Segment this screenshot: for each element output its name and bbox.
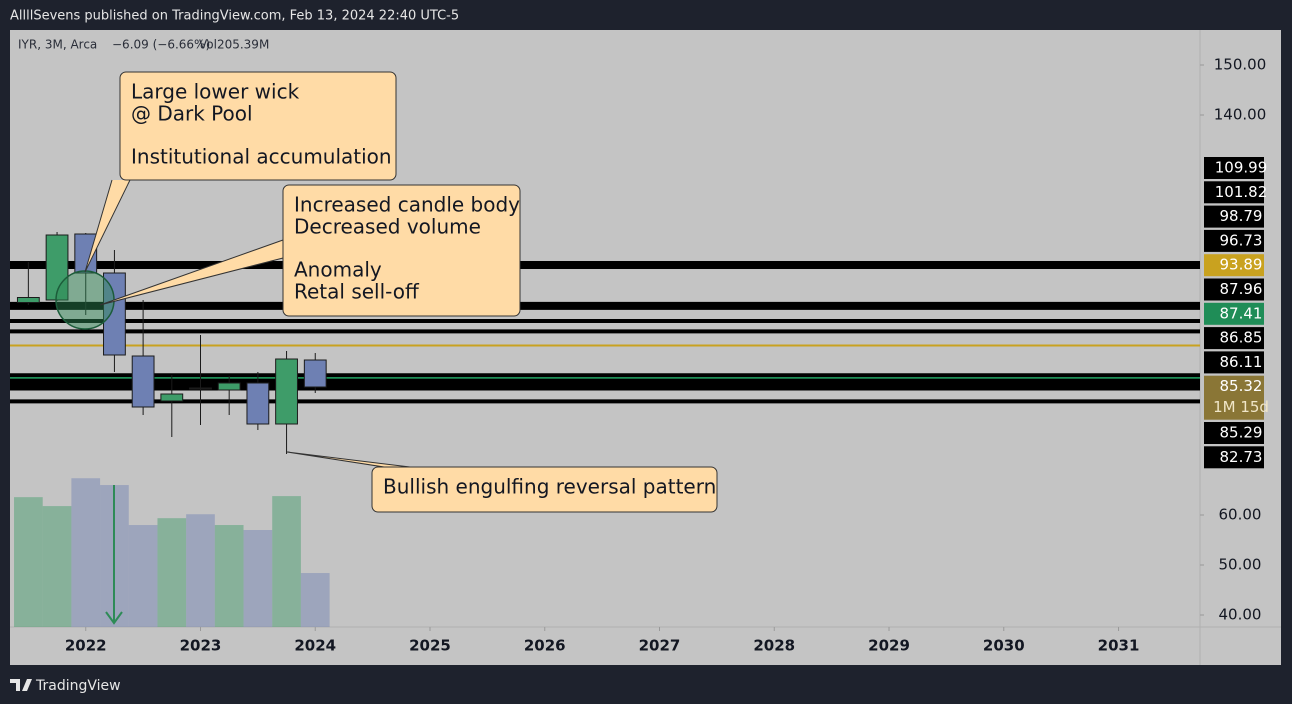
- x-tick-label: 2029: [868, 637, 910, 655]
- y-tick-label: 50.00: [1219, 556, 1262, 574]
- arrow-head: [105, 611, 123, 625]
- volume-bar: [128, 525, 158, 627]
- candle-body: [217, 382, 241, 391]
- price-label: 86.85: [1220, 329, 1263, 347]
- price-label: 96.73: [1220, 231, 1263, 249]
- footer: TradingView: [35, 678, 121, 694]
- price-label: 93.89: [1220, 256, 1263, 274]
- x-tick-label: 2031: [1098, 637, 1140, 655]
- candle-body: [131, 355, 155, 408]
- callout-box: [371, 466, 718, 513]
- y-tick-label: 140.00: [1214, 106, 1267, 124]
- price-label-bg: [1204, 205, 1264, 228]
- y-tick-label: 60.00: [1219, 506, 1262, 524]
- price-label: 98.79: [1220, 207, 1263, 225]
- candle-body: [189, 387, 212, 390]
- callout-pointer: [99, 239, 284, 306]
- volume-bar: [42, 506, 72, 627]
- price-label: 87.96: [1220, 280, 1263, 298]
- price-label-bg: [1204, 278, 1264, 301]
- callout-text: @ Dark Pool: [131, 102, 253, 126]
- price-label-bg: [1204, 446, 1264, 469]
- countdown: 1M 15d: [1213, 398, 1269, 416]
- price-label-bg: [1204, 157, 1264, 179]
- callout-text: Anomaly: [294, 258, 382, 282]
- x-tick-label: 2022: [65, 637, 107, 655]
- candle-body: [74, 233, 98, 274]
- price-label: 85.29: [1220, 424, 1263, 442]
- candle-body: [303, 359, 327, 388]
- price-label-bg: [1204, 351, 1264, 374]
- callout-text: Large lower wick: [131, 80, 300, 104]
- candle-body: [103, 272, 126, 356]
- candle-body: [275, 358, 298, 425]
- y-tick-label: 40.00: [1219, 606, 1262, 624]
- price-label-bg: [1204, 375, 1264, 420]
- price-label-bg: [1204, 181, 1264, 204]
- price-label-bg: [1204, 302, 1264, 325]
- callout-box: [119, 71, 397, 181]
- price-label: 101.82: [1215, 183, 1268, 201]
- volume-bar: [186, 514, 215, 627]
- y-tick-label: 150.00: [1214, 56, 1267, 74]
- x-tick-label: 2024: [294, 637, 336, 655]
- change: −6.09 (−6.66%): [112, 38, 210, 52]
- price-label: 85.32: [1220, 377, 1263, 395]
- candle-body: [246, 382, 270, 425]
- candle-body: [16, 297, 40, 303]
- price-label-bg: [1204, 327, 1264, 350]
- x-tick-label: 2028: [753, 637, 795, 655]
- callout-pointer: [84, 179, 131, 273]
- price-label-bg: [1204, 229, 1264, 252]
- callout-text: Bullish engulfing reversal pattern: [383, 475, 716, 499]
- volume-bar: [14, 497, 43, 627]
- volume-bar: [71, 478, 101, 627]
- logo: [10, 679, 32, 691]
- highlight: [55, 270, 115, 330]
- volume-bar: [300, 573, 330, 627]
- price-label: 82.73: [1220, 448, 1263, 466]
- price-label-bg: [1204, 422, 1264, 444]
- x-tick-label: 2027: [639, 637, 681, 655]
- price-label: 87.41: [1220, 304, 1263, 322]
- candle-body: [160, 393, 184, 402]
- volume-bar: [157, 518, 187, 627]
- price-label-bg: [1204, 254, 1264, 277]
- callout-text: Increased candle body: [294, 193, 520, 217]
- symbol: IYR, 3M, Arca: [18, 38, 97, 52]
- callout-pointer: [286, 451, 411, 468]
- volume-label: Vol205.39M: [199, 38, 269, 52]
- x-tick-label: 2030: [983, 637, 1025, 655]
- callout-text: Institutional accumulation: [131, 145, 392, 169]
- callout-text: Retal sell-off: [294, 280, 420, 304]
- x-tick-label: 2023: [180, 637, 222, 655]
- header: AllllSevens published on TradingView.com…: [10, 9, 459, 24]
- callout-box: [282, 184, 521, 317]
- callout-text: Decreased volume: [294, 215, 481, 239]
- volume-bar: [214, 525, 244, 627]
- x-tick-label: 2025: [409, 637, 451, 655]
- price-label: 109.99: [1215, 159, 1268, 177]
- candle-body: [45, 234, 69, 301]
- price-label: 86.11: [1220, 353, 1263, 371]
- volume-bar: [272, 496, 301, 627]
- x-tick-label: 2026: [524, 637, 566, 655]
- volume-bar: [243, 530, 273, 627]
